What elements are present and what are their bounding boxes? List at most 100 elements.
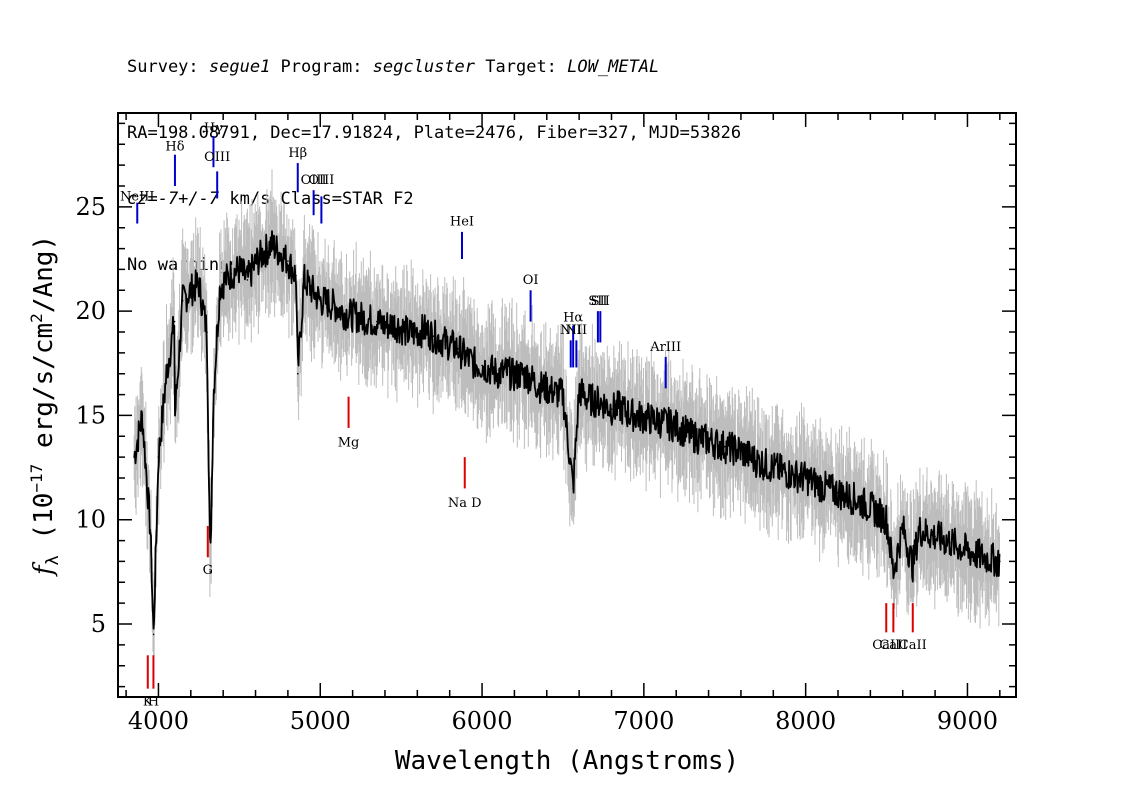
flux-point xyxy=(497,372,500,375)
emission-line-label: HeI xyxy=(450,215,474,230)
flux-point xyxy=(869,506,872,509)
flux-point xyxy=(209,571,211,573)
flux-point xyxy=(618,406,621,408)
flux-point xyxy=(691,435,694,438)
flux-series-group xyxy=(133,230,1001,636)
flux-point xyxy=(837,491,839,494)
flux-point xyxy=(853,498,855,500)
flux-point xyxy=(481,364,483,367)
error-band-group xyxy=(133,169,1000,660)
flux-point xyxy=(262,251,265,254)
header-part-3: segcluster xyxy=(372,57,476,77)
flux-point xyxy=(521,372,524,375)
x-tick-label: 4000 xyxy=(128,707,189,735)
flux-point xyxy=(157,456,160,458)
flux-point xyxy=(246,279,249,281)
absorption-line-label: Na D xyxy=(448,496,482,511)
flux-point xyxy=(982,556,985,559)
y-tick-label: 20 xyxy=(75,297,106,325)
y-tick-label: 5 xyxy=(91,610,106,638)
flux-point xyxy=(432,335,435,338)
flux-point xyxy=(950,541,953,544)
x-tick-label: 9000 xyxy=(937,707,998,735)
error-band xyxy=(133,169,1000,660)
header-part-1: km/s Class=STAR F2 xyxy=(219,189,414,209)
flux-point xyxy=(448,343,451,346)
flux-point xyxy=(966,550,969,552)
flux-point xyxy=(181,299,184,302)
y-axis-title: fλ (10−17 erg/s/cm2/Ang) xyxy=(27,235,63,577)
flux-point xyxy=(572,487,574,490)
flux-line xyxy=(133,230,1001,630)
flux-point xyxy=(149,529,152,531)
header-redshift-line: cz=-7+/-7 km/s Class=STAR F2 xyxy=(127,188,741,210)
emission-line-label: OIII xyxy=(301,173,327,188)
flux-point xyxy=(270,243,273,246)
flux-point xyxy=(359,316,362,319)
emission-line-label: NII xyxy=(560,323,582,338)
ylabel-exp2: 2 xyxy=(27,313,46,323)
flux-point xyxy=(546,387,548,390)
y-tick-label: 25 xyxy=(75,193,106,221)
flux-point xyxy=(788,473,791,475)
flux-point xyxy=(335,306,338,308)
flux-point xyxy=(319,299,322,302)
y-tick-label: 15 xyxy=(75,401,106,429)
flux-point xyxy=(368,318,370,321)
absorption-line-label: CaII xyxy=(879,638,907,653)
flux-point xyxy=(578,389,580,392)
flux-point xyxy=(892,571,895,573)
axis-tick-labels: 4000 5000 6000 7000 8000 9000 5 10 15 20 25 xyxy=(75,193,998,735)
flux-point xyxy=(635,414,637,417)
emission-line-label: NII xyxy=(566,323,588,338)
flux-point xyxy=(173,320,176,323)
x-tick-label: 5000 xyxy=(290,707,351,735)
x-tick-label: 8000 xyxy=(775,707,836,735)
flux-point xyxy=(327,302,330,304)
emission-line-label: OIII xyxy=(308,173,334,188)
flux-point xyxy=(537,385,540,388)
absorption-line-label: Mg xyxy=(338,436,360,451)
emission-line-label: SII xyxy=(591,294,610,309)
flux-point xyxy=(594,400,597,402)
flux-point xyxy=(343,312,346,315)
absorption-line-label: K xyxy=(143,694,153,709)
spectrum-header: Survey: segue1 Program: segcluster Targe… xyxy=(127,12,741,298)
flux-point xyxy=(675,425,677,427)
flux-point xyxy=(473,362,475,365)
x-tick-label: 7000 xyxy=(613,707,674,735)
x-tick-label: 6000 xyxy=(452,707,513,735)
flux-point xyxy=(198,283,200,285)
flux-point xyxy=(659,420,661,423)
flux-point xyxy=(212,393,215,396)
flux-point xyxy=(400,327,403,329)
flux-point xyxy=(707,439,710,442)
header-survey-line: Survey: segue1 Program: segcluster Targe… xyxy=(127,56,741,78)
flux-point xyxy=(408,333,411,335)
header-part-2: Program: xyxy=(270,57,373,77)
emission-line-label: Hγ xyxy=(204,121,223,136)
flux-point xyxy=(206,331,208,333)
flux-point xyxy=(513,375,516,377)
absorption-line-label: H xyxy=(148,694,159,709)
flux-point xyxy=(141,414,144,417)
flux-point xyxy=(934,535,936,538)
tick-marks xyxy=(118,113,1016,697)
absorption-line-label: G xyxy=(203,563,213,578)
flux-point xyxy=(912,564,914,567)
header-part-4: Target: xyxy=(475,57,568,77)
flux-point xyxy=(885,518,888,521)
flux-point xyxy=(376,320,378,323)
flux-point xyxy=(238,268,241,271)
header-part-0: cz=-7+/-7 xyxy=(127,189,220,209)
ylabel-exp: −17 xyxy=(27,464,46,493)
flux-point xyxy=(190,289,192,292)
flux-point xyxy=(230,272,233,275)
absorption-line-label: CaII xyxy=(899,638,927,653)
flux-point xyxy=(756,460,758,463)
emission-line-label: OI xyxy=(523,273,539,288)
flux-point xyxy=(505,370,508,373)
axis-ticks xyxy=(118,113,1016,697)
